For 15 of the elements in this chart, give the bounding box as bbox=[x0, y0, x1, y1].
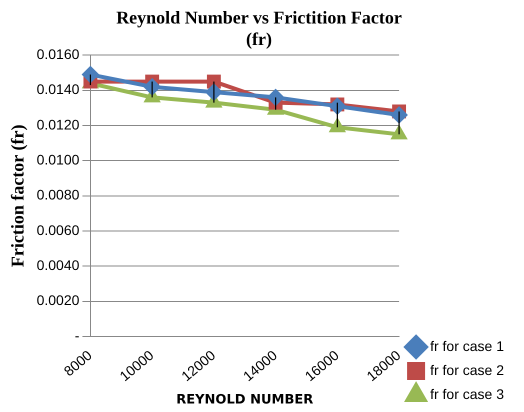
y-tick-label: - bbox=[74, 327, 80, 344]
y-axis-title: Friction factor (fr) bbox=[7, 124, 28, 268]
legend-label: fr for case 2 bbox=[430, 362, 504, 378]
y-tick-label: 0.0060 bbox=[36, 222, 80, 238]
y-tick-label: 0.0040 bbox=[36, 257, 80, 274]
y-tick-label: 0.0120 bbox=[36, 116, 80, 132]
y-tick-label: 0.0100 bbox=[36, 152, 80, 168]
legend-label: fr for case 3 bbox=[430, 386, 504, 402]
y-tick-label: 0.0140 bbox=[36, 81, 80, 98]
legend-label: fr for case 1 bbox=[430, 338, 504, 354]
y-tick-label: 0.0160 bbox=[36, 46, 80, 62]
y-tick-label: 0.0020 bbox=[36, 292, 80, 308]
chart-title: Reynold Number vs Frictition Factor (fr) bbox=[116, 7, 402, 50]
x-axis-title: REYNOLD NUMBER bbox=[176, 392, 314, 408]
y-tick-label: 0.0080 bbox=[36, 186, 80, 203]
